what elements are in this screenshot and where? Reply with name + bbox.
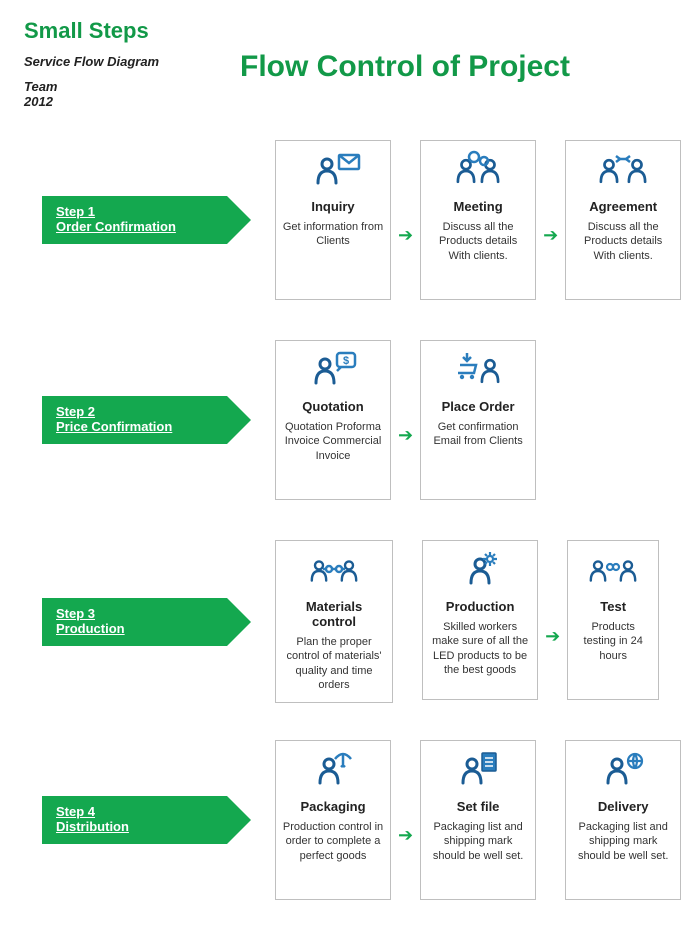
card-desc: Discuss all the Products details With cl… bbox=[427, 220, 529, 263]
step-arrow: Step 1 Order Confirmation bbox=[42, 196, 227, 244]
flow-arrow-icon: ➔ bbox=[397, 825, 414, 846]
flow-card: Delivery Packaging list and shipping mar… bbox=[565, 740, 681, 900]
step-row: Step 2 Price Confirmation $ Quotation Qu… bbox=[0, 340, 700, 500]
production-icon bbox=[451, 549, 509, 593]
flow-arrow-icon: ➔ bbox=[397, 425, 414, 446]
flow-card: Agreement Discuss all the Products detai… bbox=[565, 140, 681, 300]
step-number: Step 1 bbox=[56, 204, 213, 219]
card-desc: Packaging list and shipping mark should … bbox=[427, 820, 529, 863]
step-arrow: Step 3 Production bbox=[42, 598, 227, 646]
test-icon bbox=[584, 549, 642, 593]
card-desc: Quotation Proforma Invoice Commercial In… bbox=[282, 420, 384, 463]
step-name: Price Confirmation bbox=[56, 419, 213, 434]
card-desc: Production control in order to complete … bbox=[282, 820, 384, 863]
flow-arrow-icon: ➔ bbox=[544, 626, 561, 647]
card-title: Packaging bbox=[300, 799, 365, 814]
meeting-icon bbox=[449, 149, 507, 193]
card-title: Production bbox=[446, 599, 515, 614]
step-number: Step 3 bbox=[56, 606, 213, 621]
header: Small Steps Service Flow Diagram Team 20… bbox=[24, 18, 159, 109]
cards-group: Inquiry Get information from Clients ➔ Me… bbox=[275, 140, 681, 300]
flow-card: Packaging Production control in order to… bbox=[275, 740, 391, 900]
main-title: Flow Control of Project bbox=[240, 50, 570, 84]
flow-card: Place Order Get confirmation Email from … bbox=[420, 340, 536, 500]
step-row: Step 3 Production Materials control Plan… bbox=[0, 540, 700, 703]
cards-group: Packaging Production control in order to… bbox=[275, 740, 681, 900]
card-title: Meeting bbox=[454, 199, 503, 214]
card-title: Delivery bbox=[598, 799, 649, 814]
step-name: Order Confirmation bbox=[56, 219, 213, 234]
inquiry-icon bbox=[304, 149, 362, 193]
year: 2012 bbox=[24, 94, 159, 109]
flow-card: Meeting Discuss all the Products details… bbox=[420, 140, 536, 300]
step-name: Distribution bbox=[56, 819, 213, 834]
step-row: Step 1 Order Confirmation Inquiry Get in… bbox=[0, 140, 700, 300]
cards-group: $ Quotation Quotation Proforma Invoice C… bbox=[275, 340, 536, 500]
card-desc: Packaging list and shipping mark should … bbox=[572, 820, 674, 863]
card-title: Quotation bbox=[302, 399, 363, 414]
flow-card: Production Skilled workers make sure of … bbox=[422, 540, 538, 700]
subtitle-line2: Team bbox=[24, 79, 159, 94]
subtitle-line1: Service Flow Diagram bbox=[24, 54, 159, 69]
card-desc: Plan the proper control of materials' qu… bbox=[282, 635, 386, 692]
card-title: Materials control bbox=[282, 599, 386, 629]
card-desc: Products testing in 24 hours bbox=[574, 620, 652, 663]
flow-card: Set file Packaging list and shipping mar… bbox=[420, 740, 536, 900]
cards-group: Materials control Plan the proper contro… bbox=[275, 540, 659, 703]
flow-card: Inquiry Get information from Clients bbox=[275, 140, 391, 300]
card-desc: Get confirmation Email from Clients bbox=[427, 420, 529, 449]
delivery-icon bbox=[594, 749, 652, 793]
setfile-icon bbox=[449, 749, 507, 793]
quotation-icon: $ bbox=[304, 349, 362, 393]
flow-arrow-icon: ➔ bbox=[397, 225, 414, 246]
materials-icon bbox=[305, 549, 363, 593]
step-arrow: Step 2 Price Confirmation bbox=[42, 396, 227, 444]
card-title: Agreement bbox=[589, 199, 657, 214]
card-title: Place Order bbox=[442, 399, 515, 414]
step-arrow: Step 4 Distribution bbox=[42, 796, 227, 844]
card-title: Inquiry bbox=[311, 199, 354, 214]
card-title: Test bbox=[600, 599, 626, 614]
step-number: Step 4 bbox=[56, 804, 213, 819]
svg-text:$: $ bbox=[343, 355, 349, 367]
card-title: Set file bbox=[457, 799, 500, 814]
card-desc: Discuss all the Products details With cl… bbox=[572, 220, 674, 263]
brand: Small Steps bbox=[24, 18, 159, 44]
flow-card: Test Products testing in 24 hours bbox=[567, 540, 659, 700]
flow-card: Materials control Plan the proper contro… bbox=[275, 540, 393, 703]
agreement-icon bbox=[594, 149, 652, 193]
step-number: Step 2 bbox=[56, 404, 213, 419]
flow-arrow-icon: ➔ bbox=[542, 225, 559, 246]
packaging-icon bbox=[304, 749, 362, 793]
card-desc: Skilled workers make sure of all the LED… bbox=[429, 620, 531, 677]
placeorder-icon bbox=[449, 349, 507, 393]
step-row: Step 4 Distribution Packaging Production… bbox=[0, 740, 700, 900]
step-name: Production bbox=[56, 621, 213, 636]
card-desc: Get information from Clients bbox=[282, 220, 384, 249]
flow-card: $ Quotation Quotation Proforma Invoice C… bbox=[275, 340, 391, 500]
